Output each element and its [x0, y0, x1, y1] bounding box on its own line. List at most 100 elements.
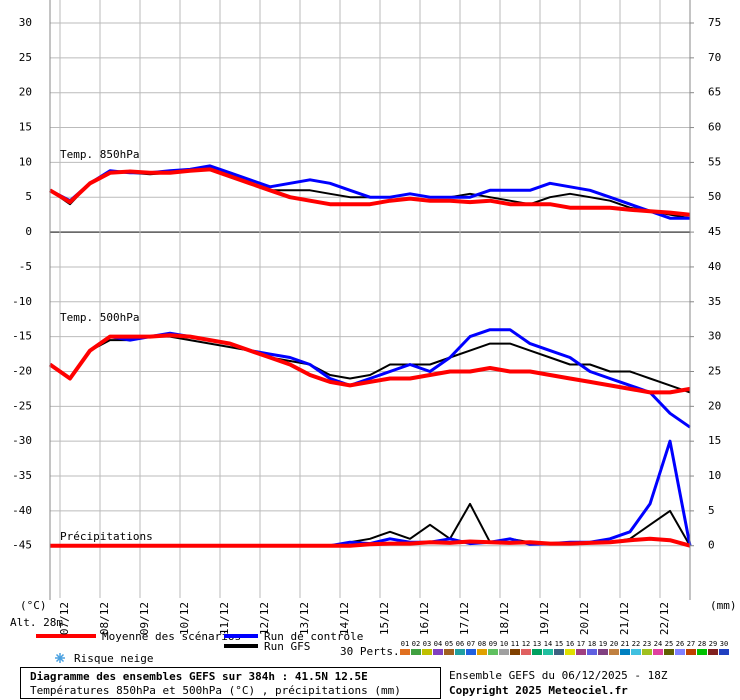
perturbation-label: 04: [434, 640, 442, 648]
perturbation-label: 22: [632, 640, 640, 648]
perturbation-label: 06: [456, 640, 464, 648]
x-tick-label: 17/12: [458, 602, 471, 635]
perturbation-label: 23: [643, 640, 651, 648]
perturbation-swatch: [444, 649, 454, 655]
perturbation-swatch: [631, 649, 641, 655]
copyright: Copyright 2025 Meteociel.fr: [449, 684, 628, 697]
perturbation-swatch: [620, 649, 630, 655]
perturbation-label: 20: [610, 640, 618, 648]
x-tick-label: 22/12: [658, 602, 671, 635]
perturbation-label: 07: [467, 640, 475, 648]
perturbation-label: 15: [555, 640, 563, 648]
perturbation-label: 02: [412, 640, 420, 648]
y-tick-label: -30: [12, 434, 32, 447]
y-tick-label: 15: [19, 121, 32, 134]
x-tick-label: 14/12: [338, 602, 351, 635]
y2-tick-label: 75: [708, 16, 721, 29]
perturbation-swatch: [433, 649, 443, 655]
perturbation-swatch: [543, 649, 553, 655]
perturbation-swatch: [499, 649, 509, 655]
perturbation-swatch: [422, 649, 432, 655]
perturbation-swatch: [664, 649, 674, 655]
y-tick-label: -20: [12, 364, 32, 377]
y2-tick-label: 55: [708, 155, 721, 168]
perturbation-label: 16: [566, 640, 574, 648]
series-line: [48, 333, 691, 395]
perturbation-swatch: [521, 649, 531, 655]
y-tick-label: 25: [19, 51, 32, 64]
x-tick-label: 19/12: [538, 602, 551, 635]
y2-tick-label: 50: [708, 190, 721, 203]
y-tick-label: -25: [12, 399, 32, 412]
x-tick-label: 11/12: [218, 602, 231, 635]
perturbation-swatch: [609, 649, 619, 655]
legend-label: Moyenne des scénarios: [102, 630, 241, 643]
x-tick-label: 09/12: [138, 602, 151, 635]
annotation: Précipitations: [60, 530, 153, 543]
perturbation-swatch: [598, 649, 608, 655]
perturbation-label: 21: [621, 640, 629, 648]
y-tick-label: 30: [19, 16, 32, 29]
y-tick-label: -10: [12, 295, 32, 308]
title-box: [20, 667, 441, 699]
y-tick-label: -45: [12, 539, 32, 552]
perturbation-label: 18: [588, 640, 596, 648]
y2-tick-label: 45: [708, 225, 721, 238]
perturbations-label: 30 Perts.: [340, 645, 400, 658]
x-tick-label: 10/12: [178, 602, 191, 635]
y2-tick-label: 60: [708, 121, 721, 134]
y2-tick-label: 40: [708, 260, 721, 273]
perturbation-label: 30: [720, 640, 728, 648]
x-tick-label: 15/12: [378, 602, 391, 635]
annotation: Temp. 850hPa: [60, 148, 139, 161]
perturbation-label: 10: [500, 640, 508, 648]
perturbation-swatch: [642, 649, 652, 655]
y2-tick-label: 0: [708, 539, 715, 552]
series-line: [48, 167, 691, 217]
x-tick-label: 20/12: [578, 602, 591, 635]
perturbation-label: 26: [676, 640, 684, 648]
y2-tick-label: 15: [708, 434, 721, 447]
y-tick-label: -40: [12, 504, 32, 517]
perturbation-label: 13: [533, 640, 541, 648]
perturbation-swatch: [576, 649, 586, 655]
perturbation-swatch: [411, 649, 421, 655]
y2-tick-label: 35: [708, 295, 721, 308]
perturbation-label: 08: [478, 640, 486, 648]
perturbation-swatch: [554, 649, 564, 655]
grid: [50, 0, 690, 598]
x-tick-label: 13/12: [298, 602, 311, 635]
y2-tick-label: 5: [708, 504, 715, 517]
x-tick-label: 12/12: [258, 602, 271, 635]
perturbation-label: 25: [665, 640, 673, 648]
perturbation-swatch: [488, 649, 498, 655]
perturbation-label: 28: [698, 640, 706, 648]
y-tick-label: 20: [19, 86, 32, 99]
snow-icon: [55, 653, 65, 663]
y2-tick-label: 65: [708, 86, 721, 99]
perturbation-swatch: [697, 649, 707, 655]
x-tick-label: 16/12: [418, 602, 431, 635]
y2-tick-label: 25: [708, 364, 721, 377]
perturbation-label: 05: [445, 640, 453, 648]
snow-label: Risque neige: [74, 652, 153, 665]
perturbation-swatch: [587, 649, 597, 655]
perturbation-label: 27: [687, 640, 695, 648]
perturbation-swatch: [719, 649, 729, 655]
altitude: Alt. 28m: [10, 616, 63, 629]
y-axis-label: (°C): [20, 599, 47, 612]
y2-tick-label: 30: [708, 330, 721, 343]
perturbation-swatch: [532, 649, 542, 655]
perturbation-label: 17: [577, 640, 585, 648]
x-tick-label: 07/12: [58, 602, 71, 635]
series-line: [50, 536, 691, 548]
y-tick-label: 10: [19, 155, 32, 168]
perturbation-swatch: [675, 649, 685, 655]
legend-label: Run de contrôle: [264, 630, 363, 643]
x-tick-label: 18/12: [498, 602, 511, 635]
perturbation-swatch: [686, 649, 696, 655]
perturbation-label: 14: [544, 640, 552, 648]
y2-tick-label: 70: [708, 51, 721, 64]
perturbation-label: 19: [599, 640, 607, 648]
